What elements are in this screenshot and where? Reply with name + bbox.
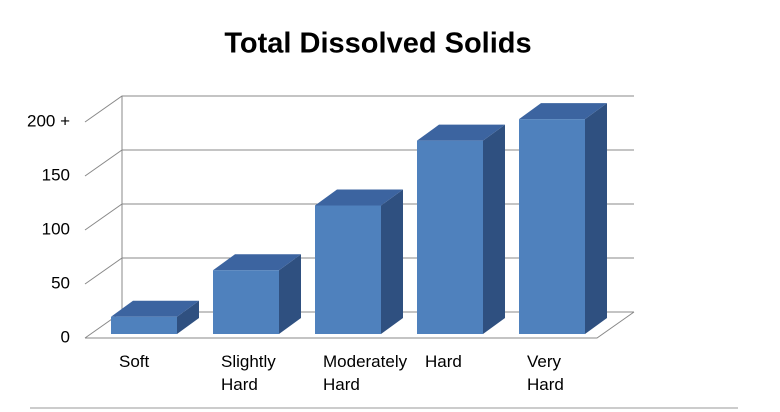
chart-title: Total Dissolved Solids bbox=[224, 28, 531, 60]
bar bbox=[519, 103, 607, 334]
x-tick-label: Moderately Hard bbox=[323, 352, 408, 394]
y-tick-label: 100 bbox=[42, 219, 70, 238]
bar-face bbox=[483, 124, 505, 335]
bar-face bbox=[519, 119, 585, 334]
bar-face bbox=[213, 270, 279, 334]
bar bbox=[213, 254, 301, 334]
x-tick-label: Very Hard bbox=[527, 352, 564, 394]
bar-face bbox=[111, 300, 199, 317]
x-tick-label: Hard bbox=[425, 352, 462, 371]
x-tick-label: Slightly Hard bbox=[221, 352, 276, 394]
grid-line bbox=[84, 95, 634, 123]
bar bbox=[111, 300, 199, 334]
bar bbox=[417, 124, 505, 335]
bar-face bbox=[279, 254, 301, 334]
bar-face bbox=[315, 205, 381, 334]
y-tick-label: 200 + bbox=[27, 111, 70, 130]
floor-edge bbox=[85, 311, 635, 339]
x-tick-label: Soft bbox=[119, 352, 150, 371]
bar bbox=[315, 189, 403, 334]
bar-face bbox=[315, 189, 403, 206]
bar-face bbox=[585, 103, 607, 334]
bar-face bbox=[417, 140, 483, 334]
bar-face bbox=[213, 254, 301, 271]
bar-face bbox=[417, 124, 505, 141]
y-tick-label: 0 bbox=[61, 327, 70, 346]
y-tick-label: 50 bbox=[51, 273, 70, 292]
bar-face bbox=[177, 300, 199, 334]
bar-face bbox=[381, 189, 403, 334]
bar-face bbox=[519, 103, 607, 120]
y-tick-label: 150 bbox=[42, 165, 70, 184]
bar-face bbox=[111, 316, 177, 334]
